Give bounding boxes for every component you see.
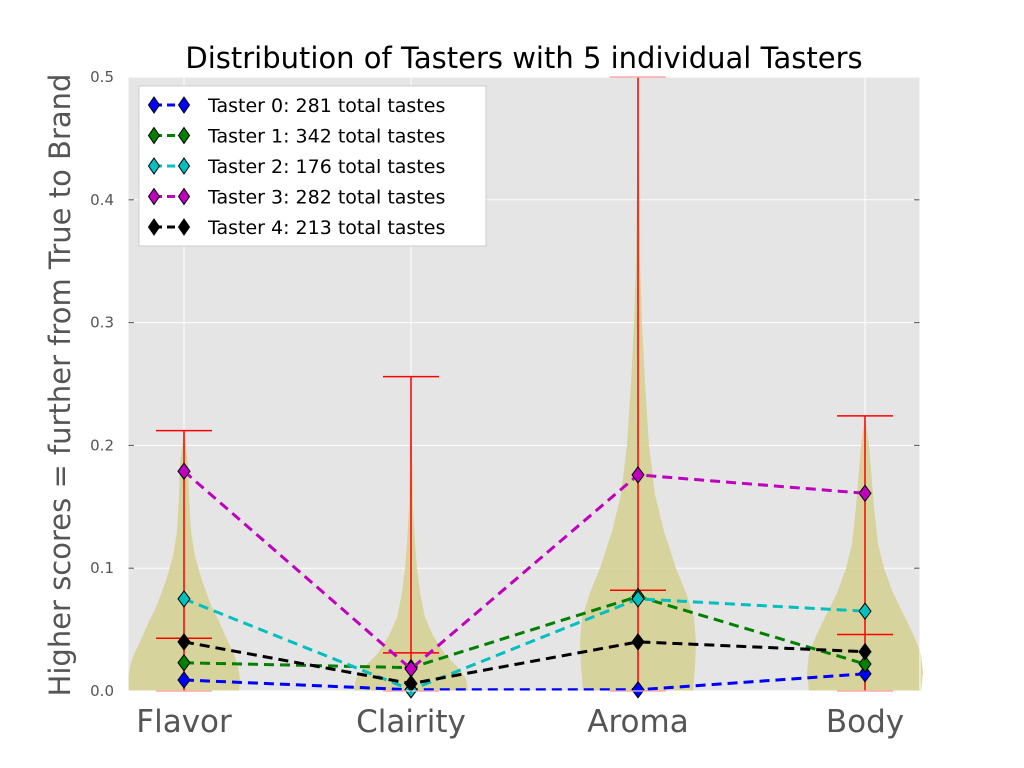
data-point-marker <box>404 674 418 693</box>
data-point-marker <box>177 590 191 608</box>
y-axis-label: Higher scores = further from True to Bra… <box>43 74 77 697</box>
data-point-marker <box>858 484 872 503</box>
data-point-marker <box>631 680 645 699</box>
x-tick-label: Flavor <box>136 704 232 740</box>
data-point-marker <box>858 664 872 683</box>
y-tick-label: 0.0 <box>90 682 114 700</box>
data-point-marker <box>631 633 645 651</box>
legend-marker <box>177 157 191 175</box>
legend-marker <box>177 126 191 145</box>
legend-label: Taster 2: 176 total tastes <box>207 156 445 178</box>
data-point-marker <box>631 466 645 484</box>
legend-marker <box>147 187 161 206</box>
data-point-marker <box>858 655 872 673</box>
series-line <box>183 470 866 671</box>
data-point-marker <box>631 590 645 608</box>
series-taster-3 <box>177 462 872 678</box>
taster-series <box>177 462 872 699</box>
data-point-marker <box>177 462 191 481</box>
data-point-marker <box>858 642 872 661</box>
y-tick-label: 0.1 <box>90 559 114 577</box>
legend: Taster 0: 281 total tastes Taster 1: 342 … <box>138 85 487 247</box>
x-tick-labels: Flavor Clairity Aroma Body <box>136 704 904 740</box>
y-tick-labels: 0.0 0.1 0.2 0.3 0.4 0.5 <box>90 68 114 700</box>
y-tick-label: 0.2 <box>90 436 114 454</box>
legend-marker <box>177 187 191 206</box>
x-tick-label: Aroma <box>587 704 688 740</box>
series-line <box>183 594 866 670</box>
legend-marker <box>147 157 161 175</box>
legend-label: Taster 1: 342 total tastes <box>207 126 445 148</box>
chart-title: Distribution of Tasters with 5 individua… <box>185 41 862 75</box>
series-line <box>183 640 866 686</box>
y-tick-label: 0.4 <box>90 191 114 209</box>
legend-marker <box>147 218 161 236</box>
series-taster-4 <box>177 633 872 693</box>
data-point-marker <box>177 633 191 651</box>
series-line <box>183 672 866 692</box>
axes <box>127 76 921 692</box>
plot-frame <box>127 76 921 692</box>
y-tick-label: 0.3 <box>90 314 114 332</box>
legend-marker <box>147 126 161 145</box>
x-tick-label: Clairity <box>356 704 466 740</box>
legend-box <box>138 85 487 247</box>
data-point-marker <box>177 653 191 672</box>
data-point-marker <box>177 671 191 689</box>
legend-label: Taster 4: 213 total tastes <box>207 217 445 239</box>
legend-marker <box>177 96 191 114</box>
legend-label: Taster 3: 282 total tastes <box>207 187 445 209</box>
data-point-marker <box>858 602 872 621</box>
legend-label: Taster 0: 281 total tastes <box>207 95 445 117</box>
legend-marker <box>147 96 161 114</box>
legend-marker <box>177 218 191 236</box>
y-tick-label: 0.5 <box>90 68 114 86</box>
x-tick-label: Body <box>826 704 904 740</box>
